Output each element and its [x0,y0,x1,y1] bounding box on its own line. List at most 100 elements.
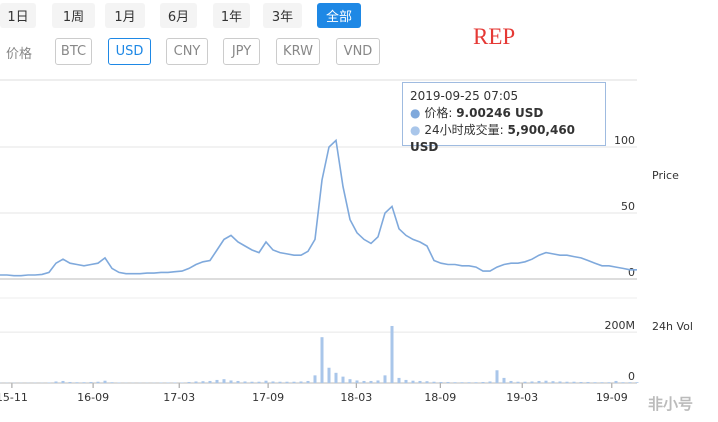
x-tick-label: 17-03 [163,391,195,404]
volume-bar [320,337,324,383]
volume-bar [334,372,338,383]
volume-bar [96,381,100,383]
volume-bar [558,381,562,383]
volume-bar [551,381,555,383]
volume-bar [572,381,576,383]
volume-bar [544,380,548,383]
volume-bar [208,380,212,383]
currency-button[interactable]: VND [336,38,380,65]
y-tick-label: 100 [614,134,635,147]
volume-bar [621,382,625,383]
currency-button[interactable]: CNY [166,38,208,65]
x-tick-label: 19-09 [596,391,628,404]
volume-bar [467,382,471,383]
volume-bar [411,380,415,383]
volume-bar [229,380,233,383]
volume-bar [89,381,93,383]
y-tick-label: 50 [621,200,635,213]
currency-button[interactable]: USD [108,38,151,65]
volume-bar [285,381,289,383]
volume-bar [565,381,569,383]
volume-bar [313,375,317,383]
volume-bar [243,381,247,383]
volume-bar [75,382,79,383]
volume-bar [292,381,296,383]
x-tick-label: 16-09 [77,391,109,404]
volume-bar [341,376,345,383]
volume-bar [236,380,240,383]
volume-bar [299,381,303,383]
x-tick-label: 18-03 [340,391,372,404]
volume-bar [369,380,373,383]
tooltip-price: ● 价格: 9.00246 USD [410,106,544,120]
volume-bar [159,382,163,383]
volume-bar [635,382,639,383]
period-button[interactable]: 1周 [52,3,95,28]
volume-bar [257,381,261,383]
volume-bar [383,375,387,383]
volume-bar [537,380,541,383]
volume-bar [110,382,114,383]
volume-bar [250,381,254,383]
volume-bar [453,382,457,383]
volume-bar [222,379,226,383]
period-button[interactable]: 1日 [0,3,36,28]
volume-bar [439,381,443,383]
volume-bar [376,380,380,383]
volume-bar [614,380,618,383]
volume-bar [103,380,107,383]
currency-button[interactable]: KRW [276,38,320,65]
volume-bar [173,382,177,383]
volume-bar [390,325,394,383]
period-button[interactable]: 6月 [160,3,197,28]
volume-bar [306,380,310,383]
y-tick-label: 0 [628,266,635,279]
currency-button[interactable]: BTC [55,38,92,65]
volume-bar [187,381,191,383]
y-axis-label: Price [652,169,679,182]
volume-bar [82,382,86,383]
x-tick-label: 19-03 [506,391,538,404]
y-axis-label: 24h Vol [652,320,693,333]
volume-bar [47,382,51,383]
price-line [0,138,637,277]
volume-bar [460,382,464,383]
volume-bar [523,381,527,383]
volume-bar [593,382,597,383]
volume-bar [194,381,198,383]
volume-bar [488,381,492,383]
period-button[interactable]: 1月 [105,3,145,28]
currency-label: 价格 [6,47,33,62]
period-button[interactable]: 全部 [317,3,361,28]
tooltip-volume-label: 24小时成交量: [424,123,504,137]
coin-name: REP [473,24,516,49]
y-tick-label: 200M [605,319,636,332]
volume-bar [271,381,275,383]
volume-bar [607,382,611,383]
x-tick-label: 15-11 [0,391,28,404]
volume-bar [628,382,632,383]
tooltip-volume: ● 24小时成交量: 5,900,460 USD [410,123,576,154]
volume-bar [516,381,520,383]
volume-bar [68,381,72,383]
volume-bar [509,380,513,383]
tooltip-volume-value: 5,900,460 USD [410,123,576,154]
tooltip: 2019-09-25 07:05 ● 价格: 9.00246 USD ● 24小… [402,82,606,154]
volume-bar [215,379,219,383]
volume-bar [586,381,590,383]
period-button[interactable]: 3年 [263,3,302,28]
period-button[interactable]: 1年 [213,3,250,28]
y-tick-label: 0 [628,370,635,383]
volume-bar [117,382,121,383]
currency-button[interactable]: JPY [223,38,260,65]
volume-bar [432,381,436,383]
volume-bar [530,381,534,383]
volume-bar [495,370,499,383]
volume-bar [61,380,65,383]
volume-bar [481,381,485,383]
volume-bar [425,381,429,383]
volume-bar [404,379,408,383]
volume-bar [355,380,359,383]
